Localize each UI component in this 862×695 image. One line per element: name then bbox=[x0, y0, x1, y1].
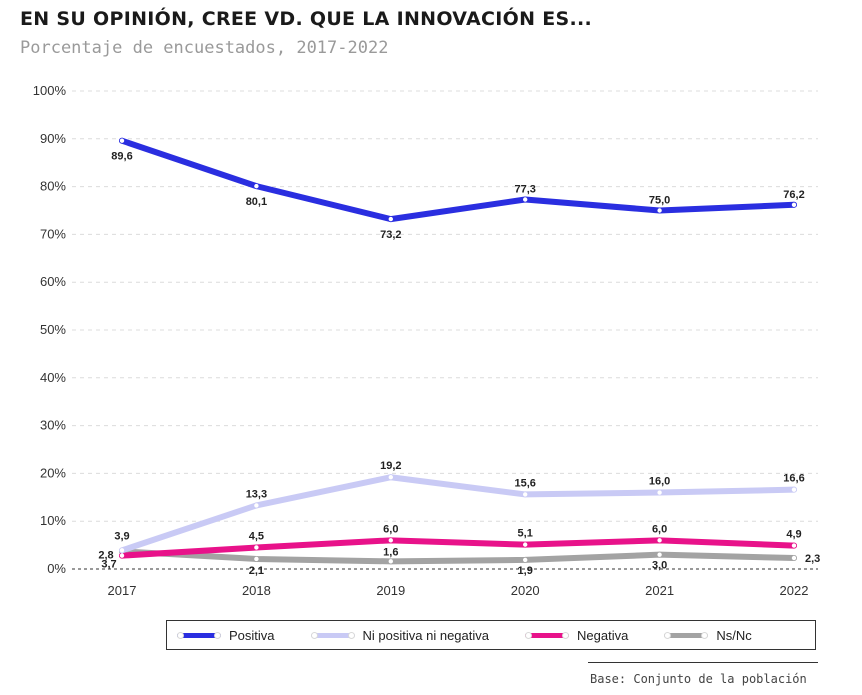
data-point bbox=[656, 207, 663, 214]
data-label: 3,7 bbox=[101, 558, 116, 570]
series-line bbox=[119, 474, 797, 554]
data-label: 3,9 bbox=[114, 530, 129, 542]
data-label: 6,0 bbox=[652, 523, 667, 535]
data-label: 4,5 bbox=[249, 530, 264, 542]
data-point bbox=[522, 541, 529, 548]
data-label: 15,6 bbox=[514, 477, 535, 489]
data-point bbox=[387, 474, 394, 481]
data-label: 16,6 bbox=[783, 473, 804, 485]
x-tick-label: 2019 bbox=[376, 583, 405, 598]
data-label: 13,3 bbox=[246, 488, 267, 500]
data-label: 76,2 bbox=[783, 189, 804, 201]
data-label: 73,2 bbox=[380, 229, 401, 241]
legend-item: Negativa bbox=[525, 628, 628, 643]
data-point bbox=[522, 556, 529, 563]
y-tick-label: 20% bbox=[40, 465, 66, 480]
legend-swatch bbox=[664, 631, 709, 639]
y-tick-label: 80% bbox=[40, 179, 66, 194]
data-point bbox=[656, 489, 663, 496]
y-tick-label: 30% bbox=[40, 418, 66, 433]
series-line bbox=[119, 537, 797, 559]
x-tick-label: 2021 bbox=[645, 583, 674, 598]
y-tick-label: 40% bbox=[40, 370, 66, 385]
x-tick-label: 2018 bbox=[242, 583, 271, 598]
data-label: 80,1 bbox=[246, 196, 267, 208]
y-tick-label: 10% bbox=[40, 513, 66, 528]
chart-legend: Positiva Ni positiva ni negativa Negativa N… bbox=[166, 620, 816, 650]
y-tick-label: 60% bbox=[40, 274, 66, 289]
data-point bbox=[119, 137, 126, 144]
series-line bbox=[119, 137, 797, 223]
x-tick-label: 2017 bbox=[108, 583, 137, 598]
data-label: 3,0 bbox=[652, 560, 667, 572]
data-label: 89,6 bbox=[111, 151, 132, 163]
line-chart: 0% 10% 20% 30% 40% 50% 60% 70% 80% 90% 100% 2017 201… bbox=[33, 83, 821, 598]
x-tick-label: 2022 bbox=[780, 583, 809, 598]
legend-label: Ns/Nc bbox=[716, 627, 752, 643]
data-label: 6,0 bbox=[383, 523, 398, 535]
data-label: 4,9 bbox=[786, 529, 801, 541]
data-point bbox=[119, 552, 126, 559]
data-point bbox=[387, 537, 394, 544]
data-label: 16,0 bbox=[649, 476, 670, 488]
legend-label: Ni positiva ni negativa bbox=[362, 627, 489, 643]
y-tick-label: 70% bbox=[40, 226, 66, 241]
data-point bbox=[791, 201, 798, 208]
base-divider bbox=[588, 662, 818, 663]
data-point bbox=[791, 555, 798, 562]
data-point bbox=[387, 558, 394, 565]
data-label: 1,9 bbox=[518, 565, 533, 577]
y-tick-label: 90% bbox=[40, 131, 66, 146]
data-point bbox=[522, 491, 529, 498]
data-point bbox=[253, 183, 260, 190]
data-point bbox=[791, 486, 798, 493]
data-label: 5,1 bbox=[518, 528, 533, 540]
chart-title: EN SU OPINIÓN, CREE VD. QUE LA INNOVACIÓ… bbox=[20, 8, 593, 30]
legend-item: Ni positiva ni negativa bbox=[310, 627, 489, 643]
data-point bbox=[119, 547, 126, 554]
data-label: 2,1 bbox=[249, 565, 264, 577]
legend-swatch bbox=[177, 631, 221, 639]
data-point bbox=[253, 544, 260, 551]
y-tick-label: 50% bbox=[40, 322, 66, 337]
legend-swatch bbox=[525, 631, 569, 639]
base-note: Base: Conjunto de la población bbox=[590, 672, 807, 686]
data-label: 75,0 bbox=[649, 195, 670, 207]
legend-label: Negativa bbox=[577, 627, 629, 643]
data-point bbox=[522, 196, 529, 203]
data-label: 19,2 bbox=[380, 460, 401, 472]
series-line bbox=[119, 548, 797, 565]
y-tick-label: 100% bbox=[33, 83, 67, 98]
data-point bbox=[253, 555, 260, 562]
legend-label: Positiva bbox=[229, 627, 275, 643]
data-point bbox=[253, 502, 260, 509]
x-tick-label: 2020 bbox=[511, 583, 540, 598]
data-label: 2,8 bbox=[98, 550, 113, 562]
data-point bbox=[387, 216, 394, 223]
data-label: 77,3 bbox=[514, 184, 535, 196]
legend-item: Positiva bbox=[177, 628, 275, 643]
data-label: 2,3 bbox=[805, 553, 820, 565]
legend-swatch bbox=[310, 631, 355, 639]
data-point bbox=[791, 542, 798, 549]
data-label: 1,6 bbox=[383, 546, 398, 558]
chart-subtitle: Porcentaje de encuestados, 2017-2022 bbox=[20, 38, 389, 58]
legend-item: Ns/Nc bbox=[664, 627, 752, 643]
data-point bbox=[656, 551, 663, 558]
y-tick-label: 0% bbox=[47, 561, 66, 576]
data-point bbox=[656, 537, 663, 544]
